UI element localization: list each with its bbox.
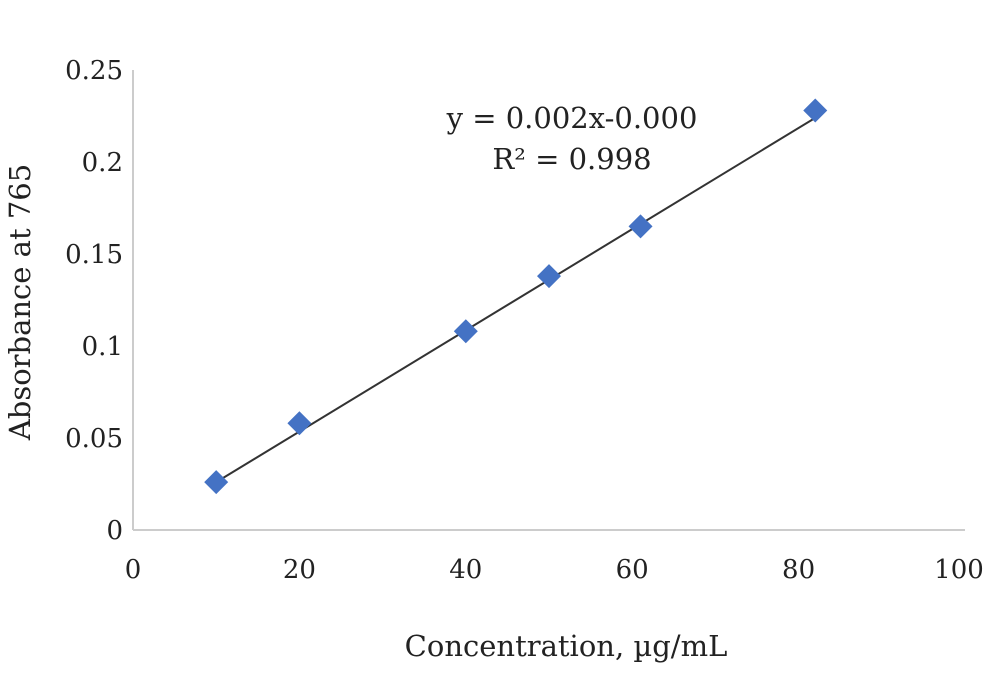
y-axis-title: Absorbance at 765 [3, 164, 37, 441]
axes [132, 70, 965, 531]
x-tick-label: 20 [283, 555, 316, 585]
trendline [215, 116, 816, 484]
trendline-equation: y = 0.002x-0.000 [446, 101, 698, 135]
y-tick-label: 0.05 [65, 424, 123, 454]
y-tick-label: 0.2 [82, 148, 123, 178]
data-point [453, 319, 478, 344]
x-tick-label: 40 [449, 555, 482, 585]
y-tick-label: 0 [106, 516, 123, 546]
trendline-r-squared: R² = 0.998 [492, 142, 651, 176]
data-point [287, 411, 312, 436]
y-tick-label: 0.1 [82, 332, 123, 362]
data-point [628, 214, 653, 239]
data-points [204, 98, 828, 495]
y-tick-labels: 0 0.05 0.1 0.15 0.2 0.25 [65, 56, 123, 546]
x-axis-title: Concentration, µg/mL [405, 629, 728, 663]
data-point [204, 470, 229, 495]
x-tick-label: 80 [782, 555, 815, 585]
x-tick-label: 100 [934, 555, 984, 585]
y-tick-label: 0.15 [65, 240, 123, 270]
data-point [537, 264, 561, 289]
x-tick-label: 0 [125, 555, 142, 585]
x-tick-label: 60 [616, 555, 649, 585]
data-point [803, 98, 828, 123]
y-tick-label: 0.25 [65, 56, 123, 86]
x-tick-labels: 0 20 40 60 80 100 [125, 555, 984, 585]
